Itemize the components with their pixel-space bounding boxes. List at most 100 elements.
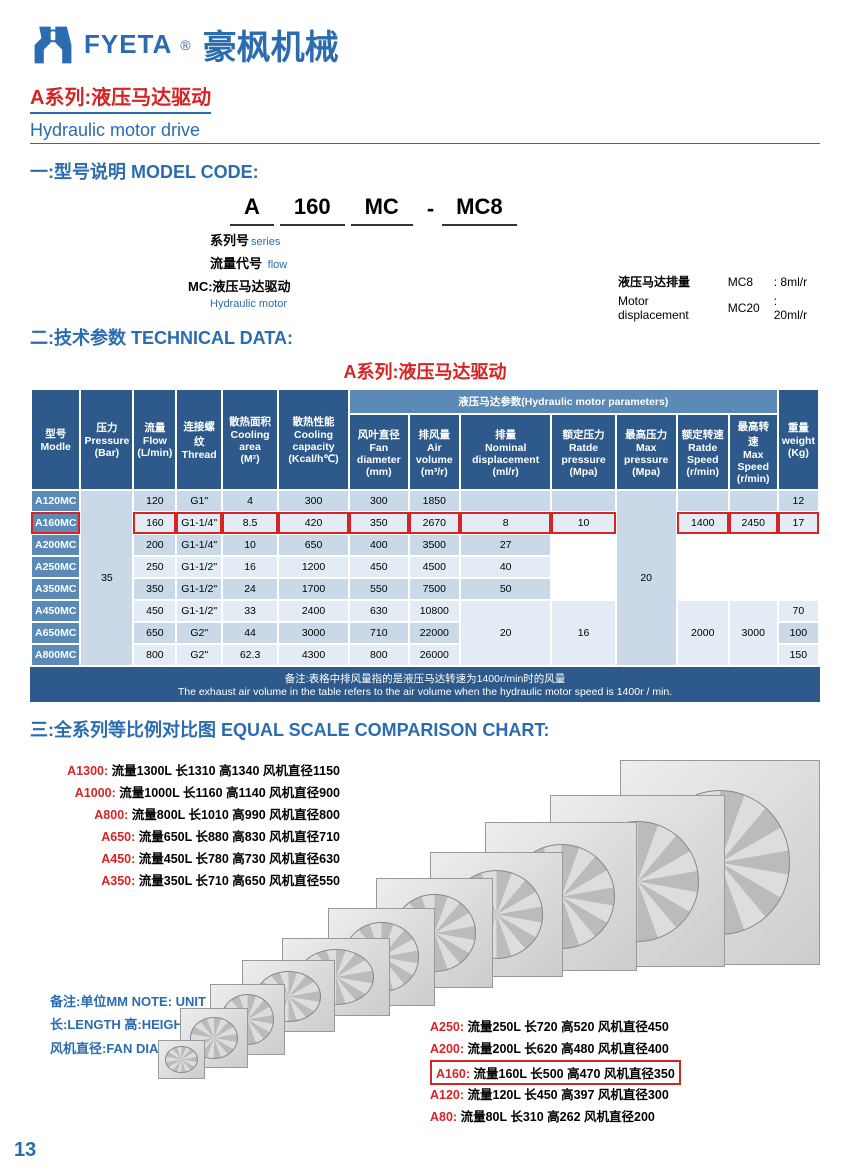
- mc-r-cn: 液压马达排量: [612, 272, 720, 291]
- cell-area: 33: [223, 601, 277, 621]
- cell-wt: 40: [461, 557, 551, 577]
- cell-cap: 2400: [279, 601, 348, 621]
- cell-thread: G2": [177, 645, 221, 665]
- th-fan-cn: 风叶直径: [358, 429, 400, 441]
- cell-cap: 420: [279, 513, 348, 533]
- th-rs-en: Ratde Speed: [687, 442, 719, 466]
- compare-label: A200: 流量200L 长620 高480 风机直径400: [430, 1038, 669, 1057]
- cell-flow: 800: [134, 645, 175, 665]
- mc-r-en: Motor displacement: [612, 293, 720, 323]
- mc-r2b: : 20ml/r: [768, 293, 818, 323]
- th-disp-en: Nominal displacement: [472, 442, 539, 466]
- cell-disp: [461, 491, 551, 511]
- cell-ms: [730, 491, 777, 511]
- cell-air: 3500: [410, 535, 459, 555]
- row-model: A450MC: [32, 601, 79, 621]
- cell-fan: 710: [350, 623, 408, 643]
- cell-air: 4500: [410, 557, 459, 577]
- cell-fan: 350: [350, 513, 408, 533]
- row-model: A800MC: [32, 645, 79, 665]
- cell-cap: 1700: [279, 579, 348, 599]
- mc-l2-cn: 流量代号: [210, 256, 262, 271]
- compare-label: A1300: 流量1300L 长1310 高1340 风机直径1150: [67, 760, 340, 779]
- th-area-en: Cooling area: [231, 429, 270, 453]
- mc-l3-pre: MC:: [188, 279, 213, 294]
- compare-label: A160: 流量160L 长500 高470 风机直径350: [430, 1060, 681, 1085]
- compare-label: A80: 流量80L 长310 高262 风机直径200: [430, 1106, 655, 1125]
- cell-disp: 20: [461, 601, 551, 665]
- mc-l2-en: flow: [268, 259, 288, 271]
- cell-cap: 4300: [279, 645, 348, 665]
- th-cap-u: (Kcal/h℃): [288, 453, 338, 465]
- mc-seg-160: 160: [280, 194, 345, 226]
- cell-area: 44: [223, 623, 277, 643]
- th-cap-cn: 散热性能: [293, 416, 335, 428]
- compare-label: A250: 流量250L 长720 高520 风机直径450: [430, 1016, 669, 1035]
- th-thread-cn: 连接螺纹: [183, 421, 215, 448]
- cell-pressure: 35: [81, 491, 132, 665]
- th-disp-cn: 排量: [495, 429, 516, 441]
- th-model-en: Modle: [41, 441, 71, 453]
- cell-mp: 20: [617, 491, 676, 665]
- mc-r1a: MC8: [722, 272, 766, 291]
- cell-fan: 450: [350, 557, 408, 577]
- cell-flow: 120: [134, 491, 175, 511]
- th-disp-u: (ml/r): [493, 466, 519, 478]
- cell-air: 22000: [410, 623, 459, 643]
- cell-flow: 250: [134, 557, 175, 577]
- cell-ms: 3000: [730, 601, 777, 665]
- section1-heading: 一:型号说明 MODEL CODE:: [30, 158, 820, 184]
- cell-area: 8.5: [223, 513, 277, 533]
- th-rs-u: (r/min): [686, 466, 719, 478]
- th-model-cn: 型号: [45, 428, 66, 440]
- cell-cap: 300: [279, 491, 348, 511]
- cell-fan: 630: [350, 601, 408, 621]
- compare-label: A450: 流量450L 长780 高730 风机直径630: [101, 848, 340, 867]
- compare-label: A1000: 流量1000L 长1160 高1140 风机直径900: [75, 782, 340, 801]
- th-flow-cn: 流量: [144, 422, 165, 434]
- compare-label: A650: 流量650L 长880 高830 风机直径710: [101, 826, 340, 845]
- cell-thread: G1-1/4": [177, 535, 221, 555]
- th-mp-cn: 最高压力: [625, 429, 667, 441]
- cell-air: 2670: [410, 513, 459, 533]
- cell-wt: 150: [779, 645, 818, 665]
- th-rs-cn: 额定转速: [682, 429, 724, 441]
- th-press-u: (Bar): [95, 447, 120, 459]
- motor-displacement-note: 液压马达排量MC8: 8ml/r Motor displacementMC20:…: [610, 270, 820, 325]
- mc-l1-en: series: [251, 236, 280, 248]
- row-model: A250MC: [32, 557, 79, 577]
- row-model: A160MC: [32, 513, 79, 533]
- cell-cap: 650: [279, 535, 348, 555]
- mc-l1-cn: 系列号: [210, 233, 249, 248]
- cell-rp: 16: [552, 601, 614, 665]
- cell-rp: [552, 491, 614, 511]
- note-cn: 备注:表格中排风量指的是液压马达转速为1400r/min时的风量: [34, 671, 816, 686]
- fan-unit: [158, 1040, 205, 1079]
- compare-label: A800: 流量800L 长1010 高990 风机直径800: [94, 804, 340, 823]
- cell-flow: 200: [134, 535, 175, 555]
- brand-reg: ®: [180, 37, 190, 53]
- row-model: A120MC: [32, 491, 79, 511]
- mc-l3-en: Hydraulic motor: [210, 298, 287, 310]
- row-model: A350MC: [32, 579, 79, 599]
- cell-thread: G1-1/4": [177, 513, 221, 533]
- cell-thread: G1": [177, 491, 221, 511]
- brand-cn: 豪枫机械: [203, 20, 339, 69]
- section3-heading: 三:全系列等比例对比图 EQUAL SCALE COMPARISON CHART…: [30, 716, 820, 742]
- cell-wt: 27: [461, 535, 551, 555]
- th-rp-en: Ratde pressure: [561, 442, 605, 466]
- th-wt-en: weight: [782, 435, 815, 447]
- row-model: A200MC: [32, 535, 79, 555]
- cell-rp: 10: [552, 513, 614, 533]
- cell-thread: G1-1/2": [177, 557, 221, 577]
- th-air-en: Air volume: [416, 442, 453, 466]
- page-number: 13: [14, 1139, 36, 1162]
- th-wt-cn: 重量: [788, 422, 809, 434]
- cell-wt: 100: [779, 623, 818, 643]
- cell-flow: 450: [134, 601, 175, 621]
- th-air-u: (m³/r): [421, 466, 448, 478]
- th-ms-u: (r/min): [737, 473, 770, 485]
- cell-air: 26000: [410, 645, 459, 665]
- cell-ms: 2450: [730, 513, 777, 533]
- cell-area: 24: [223, 579, 277, 599]
